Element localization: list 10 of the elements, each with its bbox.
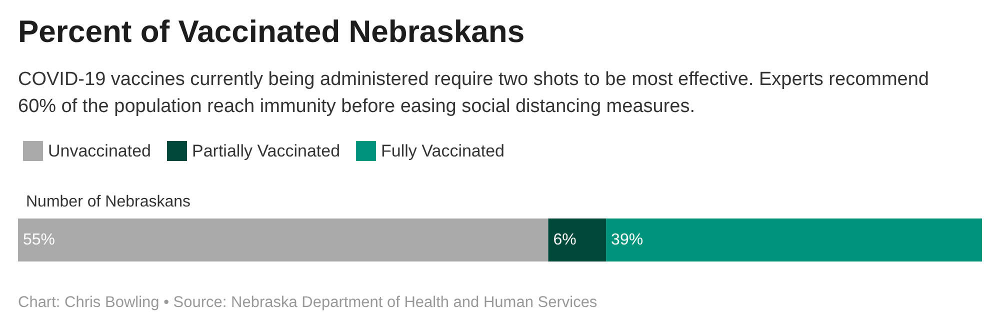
legend-label: Unvaccinated bbox=[48, 142, 152, 160]
legend-label: Fully Vaccinated bbox=[381, 142, 505, 160]
data-label: 55% bbox=[23, 232, 56, 248]
text: Chart: Chris Bowling • Source: Nebraska Department of Health and Human Services bbox=[18, 294, 598, 312]
y-tick-label: Number of Nebraskans bbox=[26, 194, 191, 210]
chart-subtitle: COVID-19 vaccines currently being administered require two shots to be most effective. Experts recommend 60% of the population reach immunity before easing social distancing measures. bbox=[18, 68, 930, 119]
chart-title: Percent of Vaccinated Nebraskans bbox=[18, 14, 525, 50]
data-label: 39% bbox=[611, 232, 644, 248]
legend-label: Partially Vaccinated bbox=[192, 142, 340, 160]
data-label: 6% bbox=[553, 232, 576, 248]
